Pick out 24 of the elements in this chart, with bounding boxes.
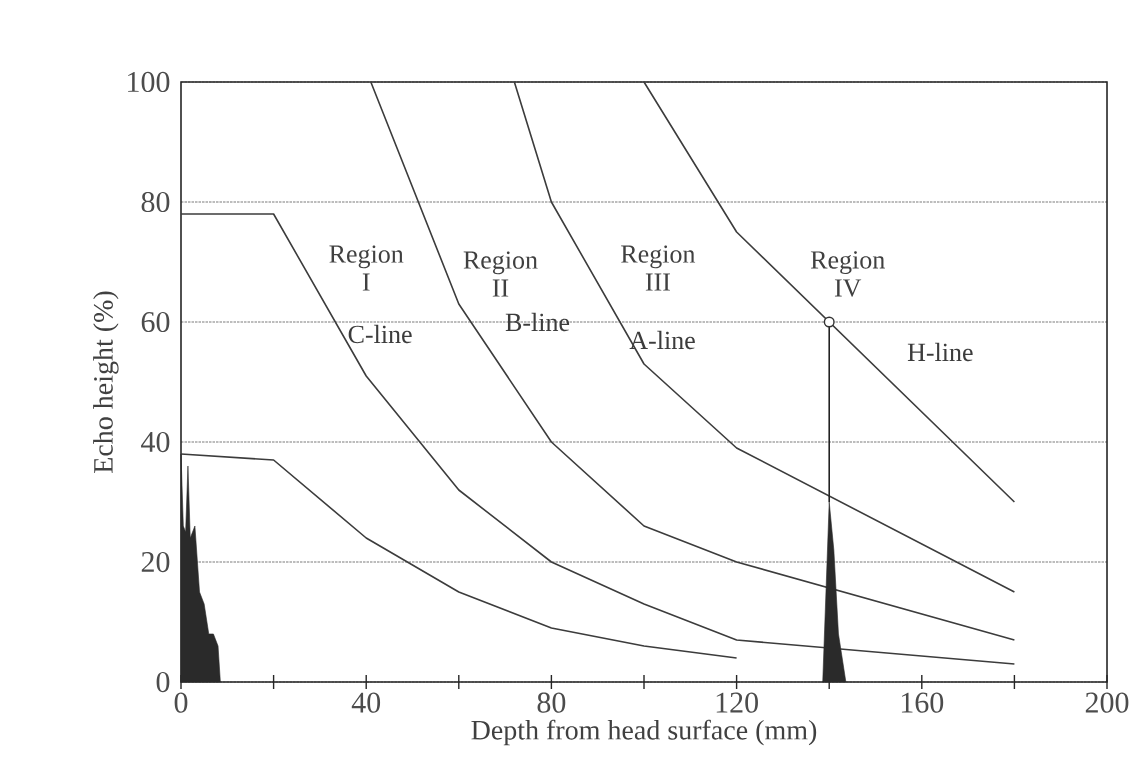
y-axis-title: Echo height (%) [93,291,119,473]
y-tick-label: 80 [141,191,170,213]
series-label: B-line [505,312,570,332]
line-series [180,453,738,659]
x-tick-label: 120 [716,692,758,713]
y-tick-label: 0 [156,671,170,693]
series-label: C-line [348,324,412,344]
x-tick-label: 200 [1085,692,1129,713]
x-tick-label: 160 [901,692,944,713]
series-label: A-line [629,330,695,350]
annotation: Region III [621,245,696,291]
y-tick-label: 100 [128,71,170,93]
annotation: Region I [329,245,404,291]
annotation: Region II [463,251,538,297]
x-tick-label: 40 [351,692,381,713]
x-tick-label: 0 [174,692,188,713]
x-tick-label: 80 [537,692,566,713]
y-tick-label: 60 [141,311,170,333]
x-axis-title: Depth from head surface (mm) [471,719,817,746]
series-label: H-line [907,342,973,362]
line-series [180,213,1016,665]
annotation: Region IV [810,251,885,297]
y-tick-label: 40 [141,431,170,453]
y-tick-label: 20 [141,551,170,573]
